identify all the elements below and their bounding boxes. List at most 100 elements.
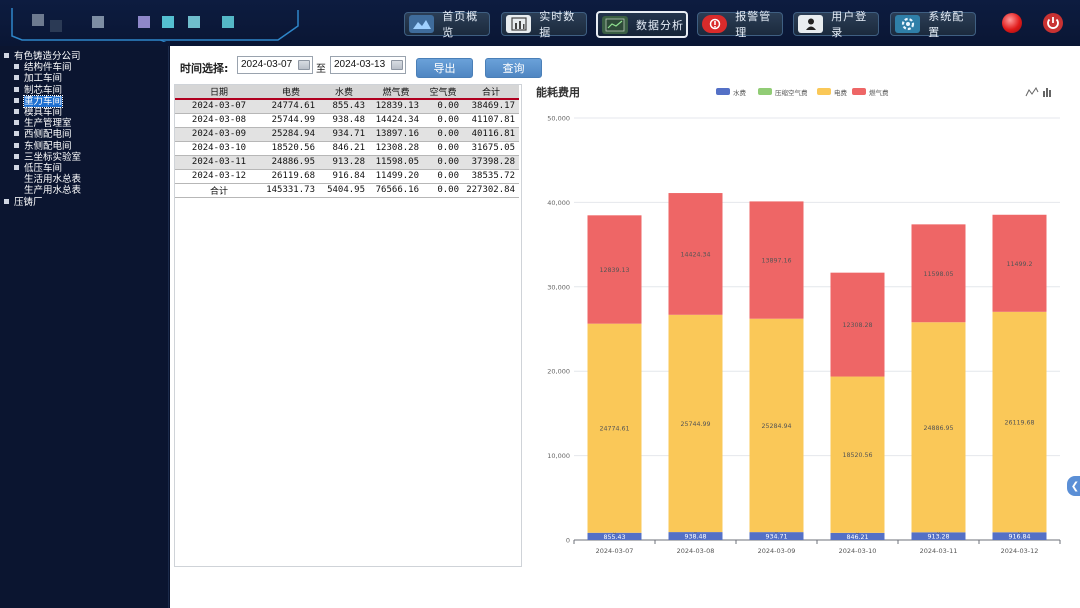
table-cell: 12839.13 <box>369 99 423 114</box>
data-label: 913.28 <box>927 534 949 541</box>
tree-toggle-icon[interactable] <box>14 75 19 81</box>
calendar-icon[interactable] <box>298 60 310 70</box>
tree-item[interactable]: 模具车间 <box>14 107 62 118</box>
nav-login-button[interactable]: 用户登录 <box>793 10 879 39</box>
tree-item[interactable]: 生产管理室 <box>14 118 72 129</box>
bar-segment <box>749 318 804 533</box>
table-cell: 2024-03-10 <box>175 141 263 156</box>
alarm-icon <box>702 15 728 33</box>
tree-item[interactable]: 结构件车间 <box>14 62 72 73</box>
data-analysis-icon <box>602 15 628 34</box>
table-row[interactable]: 2024-03-07 24774.61 855.43 12839.13 0.00 3846… <box>175 99 519 114</box>
table-cell: 38469.17 <box>463 99 519 114</box>
tree-toggle-icon[interactable] <box>14 153 19 159</box>
tree-item[interactable]: 东侧配电间 <box>14 141 72 152</box>
data-label: 14424.34 <box>680 251 710 258</box>
nav-realtime-button[interactable]: 实时数据 <box>501 10 587 39</box>
data-label: 25284.94 <box>761 423 791 430</box>
table-cell: 37398.28 <box>463 155 519 170</box>
tree-item[interactable]: 三坐标实验室 <box>14 152 81 163</box>
overview-icon <box>409 15 435 33</box>
alarm-light-icon[interactable] <box>1002 13 1022 33</box>
column-header[interactable]: 电费 <box>263 85 319 100</box>
table-header-row: 日期 电费 水费 燃气费 空气费 合计 <box>175 85 519 100</box>
y-tick-label: 30,000 <box>547 283 570 291</box>
calendar-icon[interactable] <box>391 60 403 70</box>
tree-item[interactable]: 重力车间 <box>14 94 64 108</box>
y-tick-label: 20,000 <box>547 368 570 376</box>
table-row[interactable]: 2024-03-12 26119.68 916.84 11499.20 0.00 3853… <box>175 169 519 184</box>
chart-svg: 能耗费用 水费 压缩空气费 电费 燃气费 0 10,000 20,000 30,000 40,00… <box>536 85 1061 555</box>
collapse-arrow-button[interactable]: ❮ <box>1067 476 1080 496</box>
tree-toggle-icon[interactable] <box>14 64 19 70</box>
data-label: 26119.68 <box>1004 420 1034 427</box>
column-header[interactable]: 水费 <box>319 85 369 100</box>
nav-overview-button[interactable]: 首页概览 <box>404 10 490 39</box>
date-separator: 至 <box>316 64 326 75</box>
table-cell: 934.71 <box>319 127 369 142</box>
tree-item[interactable]: 压铸厂 <box>4 197 43 208</box>
table-row[interactable]: 2024-03-09 25284.94 934.71 13897.16 0.00 4011… <box>175 127 519 142</box>
table-row[interactable]: 2024-03-11 24886.95 913.28 11598.05 0.00 3739… <box>175 155 519 170</box>
export-button[interactable]: 导出 <box>416 58 473 78</box>
tree-item-label: 生产管理室 <box>24 118 72 130</box>
nav-alarm-button[interactable]: 报警管理 <box>697 10 783 39</box>
tree-toggle-icon[interactable] <box>4 198 9 204</box>
nav-analysis-button[interactable]: 数据分析 <box>596 11 688 38</box>
legend-swatch <box>758 88 772 95</box>
tree-toggle-icon[interactable] <box>14 97 19 103</box>
tree-item[interactable]: 低压车间 <box>14 163 62 174</box>
tree-item[interactable]: 加工车间 <box>14 73 62 84</box>
bar-segment <box>668 314 723 533</box>
table-cell: 40116.81 <box>463 127 519 142</box>
power-icon[interactable] <box>1043 13 1063 33</box>
column-header[interactable]: 合计 <box>463 85 519 100</box>
nav-settings-button[interactable]: 系统配置 <box>890 10 976 39</box>
x-tick-label: 2024-03-11 <box>920 547 958 555</box>
x-tick-label: 2024-03-09 <box>758 547 796 555</box>
table-cell: 11598.05 <box>369 155 423 170</box>
tree-toggle-icon[interactable] <box>14 165 19 170</box>
legend-label: 压缩空气费 <box>775 88 808 97</box>
tree-toggle-icon[interactable] <box>14 131 19 137</box>
column-header[interactable]: 燃气费 <box>369 85 423 100</box>
start-date-input[interactable]: 2024-03-07 <box>237 56 313 74</box>
table-cell: 24886.95 <box>263 155 319 170</box>
total-row[interactable]: 合计 145331.73 5404.95 76566.16 0.00 227302.84 <box>175 183 519 198</box>
tree-item-label: 制芯车间 <box>24 84 63 96</box>
bar-segment <box>668 532 723 540</box>
table-row[interactable]: 2024-03-08 25744.99 938.48 14424.34 0.00 4110… <box>175 113 519 128</box>
legend-label: 电费 <box>834 88 848 97</box>
bar-chart-icon[interactable] <box>1043 88 1051 97</box>
tree-toggle-icon[interactable] <box>14 142 19 148</box>
top-header: 首页概览 实时数据 数据分析 报警管理 用户登录 系统配置 <box>0 0 1080 46</box>
end-date-input[interactable]: 2024-03-13 <box>330 56 406 74</box>
table-cell: 145331.73 <box>263 183 319 198</box>
tree-toggle-icon[interactable] <box>14 109 19 114</box>
sidebar-tree: 有色铸造分公司 结构件车间 加工车间 制芯车间 重力车间 模具车间 生产管理室 西侧配电间 东侧… <box>0 46 169 608</box>
tree-toggle-icon[interactable] <box>4 53 9 58</box>
table-cell: 24774.61 <box>263 99 319 114</box>
tree-toggle-icon[interactable] <box>14 120 19 126</box>
data-label: 25744.99 <box>680 421 710 428</box>
tree-item[interactable]: 有色铸造分公司 <box>4 51 81 62</box>
data-label: 24774.61 <box>599 426 629 433</box>
table-cell: 0.00 <box>423 99 463 114</box>
table-cell: 227302.84 <box>463 183 519 198</box>
query-button[interactable]: 查询 <box>485 58 542 78</box>
tree-item[interactable]: 西侧配电间 <box>14 129 72 140</box>
table-cell: 2024-03-09 <box>175 127 263 142</box>
legend-label: 燃气费 <box>869 88 889 97</box>
data-label: 24886.95 <box>923 425 953 432</box>
bar-segment <box>911 224 966 323</box>
tree-item[interactable]: 生产用水总表 <box>24 185 81 196</box>
line-chart-icon[interactable] <box>1025 87 1039 97</box>
cost-table: 日期 电费 水费 燃气费 空气费 合计 2024-03-07 24774.61 855.43 1… <box>175 85 519 198</box>
main-panel: 时间选择: 2024-03-07 至 2024-03-13 导出 查询 日期 电费… <box>170 46 1080 608</box>
column-header[interactable]: 日期 <box>175 85 263 100</box>
column-header[interactable]: 空气费 <box>423 85 463 100</box>
tree-item[interactable]: 制芯车间 <box>14 85 62 96</box>
tree-item[interactable]: 生活用水总表 <box>24 174 81 185</box>
table-row[interactable]: 2024-03-10 18520.56 846.21 12308.28 0.00 3167… <box>175 141 519 156</box>
tree-toggle-icon[interactable] <box>14 86 19 92</box>
